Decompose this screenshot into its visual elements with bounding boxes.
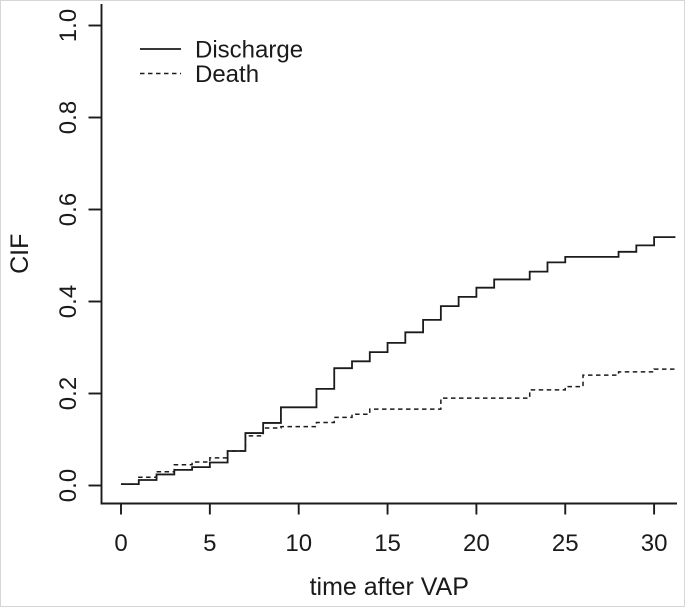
y-tick-label: 0.6 xyxy=(55,193,82,226)
axis-lines xyxy=(100,4,677,505)
x-tick-label: 0 xyxy=(114,530,127,557)
legend-label: Discharge xyxy=(195,37,303,64)
x-tick-label: 15 xyxy=(374,530,401,557)
x-tick-label: 20 xyxy=(463,530,490,557)
x-tick-label: 5 xyxy=(203,530,216,557)
y-tick-label: 0.4 xyxy=(55,285,82,318)
y-axis-title: CIF xyxy=(6,234,34,274)
data-series xyxy=(121,236,676,486)
axis-titles: time after VAP CIF xyxy=(6,234,469,601)
series-death-line xyxy=(121,368,676,485)
y-tick-label: 0.8 xyxy=(55,101,82,134)
x-tick-label: 10 xyxy=(285,530,312,557)
y-tick-label: 1.0 xyxy=(55,9,82,42)
y-tick-label: 0.2 xyxy=(55,377,82,410)
x-tick-label: 30 xyxy=(641,530,668,557)
legend-label: Death xyxy=(195,61,259,88)
y-axis-ticks: 0.0 0.2 0.4 0.6 0.8 1.0 xyxy=(55,9,102,502)
y-tick-label: 0.0 xyxy=(55,469,82,502)
series-discharge-line xyxy=(121,236,676,486)
x-tick-label: 25 xyxy=(552,530,579,557)
x-axis-title: time after VAP xyxy=(310,573,469,601)
x-axis-ticks: 0 5 10 15 20 25 30 xyxy=(114,503,668,557)
axes xyxy=(100,4,677,505)
